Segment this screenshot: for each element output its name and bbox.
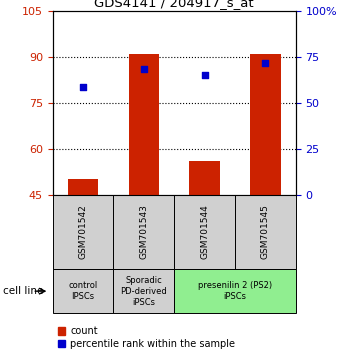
Legend: count, percentile rank within the sample: count, percentile rank within the sample bbox=[57, 326, 235, 349]
Point bbox=[202, 72, 207, 78]
Text: GSM701542: GSM701542 bbox=[79, 205, 88, 259]
Title: GDS4141 / 204917_s_at: GDS4141 / 204917_s_at bbox=[95, 0, 254, 10]
Bar bbox=[53, 269, 114, 313]
Bar bbox=[189, 161, 220, 195]
Bar bbox=[235, 195, 296, 269]
Point bbox=[80, 85, 86, 90]
Bar bbox=[114, 195, 174, 269]
Point bbox=[263, 60, 268, 65]
Text: presenilin 2 (PS2)
iPSCs: presenilin 2 (PS2) iPSCs bbox=[198, 281, 272, 301]
Point bbox=[141, 66, 147, 72]
Bar bbox=[129, 53, 159, 195]
Text: control
IPSCs: control IPSCs bbox=[68, 281, 98, 301]
Bar bbox=[174, 195, 235, 269]
Bar bbox=[174, 269, 296, 313]
Bar bbox=[53, 195, 114, 269]
Text: Sporadic
PD-derived
iPSCs: Sporadic PD-derived iPSCs bbox=[120, 275, 167, 307]
Text: cell line: cell line bbox=[3, 286, 44, 296]
Text: GSM701545: GSM701545 bbox=[261, 204, 270, 259]
Text: GSM701544: GSM701544 bbox=[200, 205, 209, 259]
Bar bbox=[250, 53, 280, 195]
Bar bbox=[68, 179, 98, 195]
Text: GSM701543: GSM701543 bbox=[139, 204, 148, 259]
Bar bbox=[114, 269, 174, 313]
